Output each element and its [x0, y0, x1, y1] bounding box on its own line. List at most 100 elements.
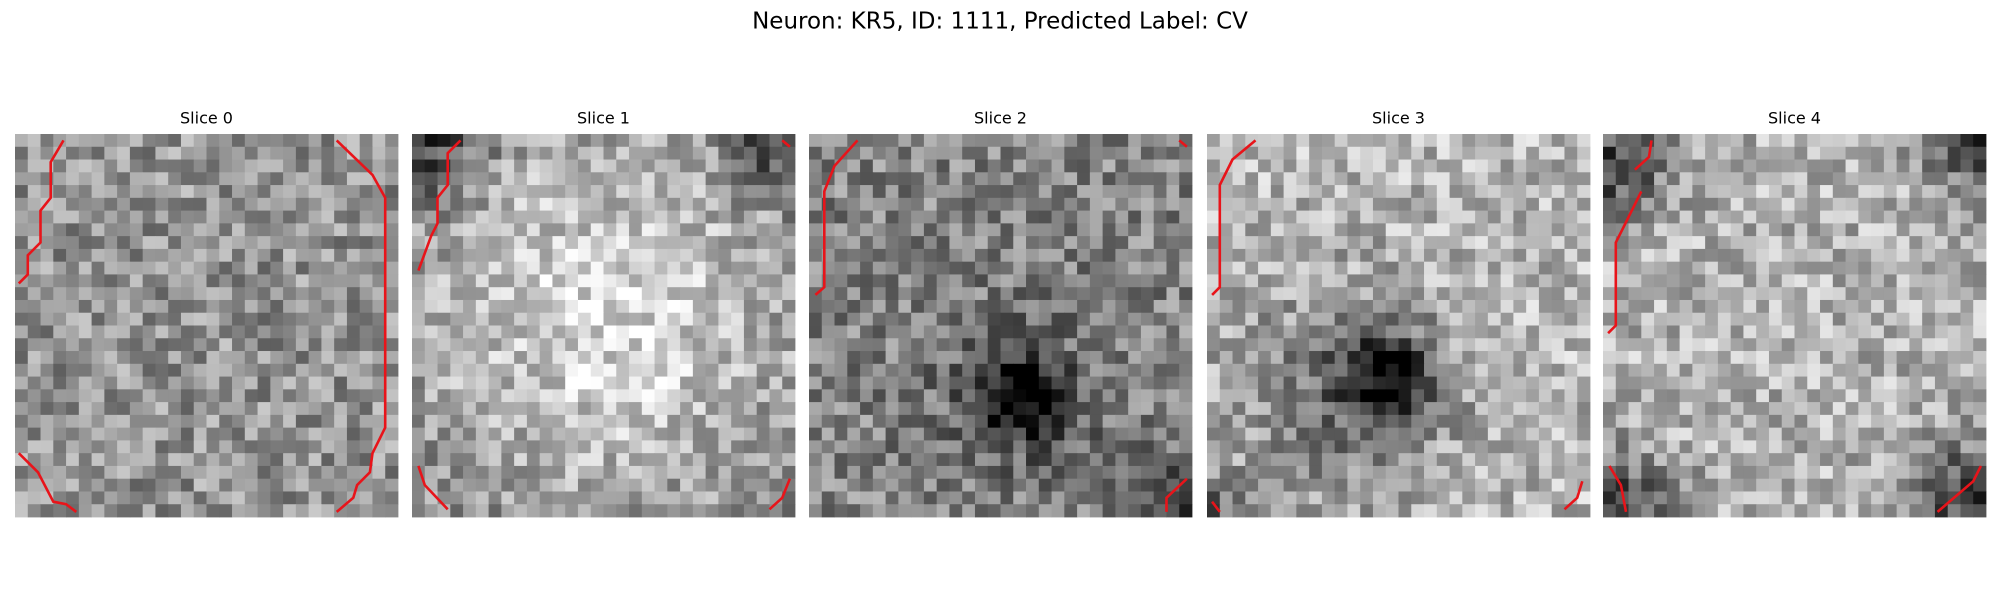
pixel — [232, 299, 246, 314]
pixel — [66, 491, 80, 505]
pixel — [1424, 261, 1438, 275]
pixel — [641, 351, 655, 365]
pixel — [1347, 478, 1361, 492]
pixel — [1500, 325, 1514, 339]
pixel — [809, 172, 823, 186]
pixel — [1424, 197, 1438, 211]
pixel — [590, 274, 604, 288]
pixel — [539, 491, 553, 505]
pixel — [1245, 376, 1259, 390]
pixel — [1794, 402, 1808, 416]
pixel — [1692, 427, 1706, 441]
pixel — [1909, 134, 1923, 148]
pixel — [1013, 414, 1027, 429]
pixel — [577, 261, 592, 275]
pixel — [1883, 376, 1898, 390]
pixel — [53, 159, 67, 173]
pixel — [1128, 325, 1142, 339]
pixel — [1347, 197, 1361, 211]
pixel — [219, 389, 233, 403]
pixel — [346, 274, 361, 288]
pixel — [308, 146, 322, 160]
pixel — [321, 453, 335, 467]
pixel — [552, 465, 566, 480]
pixel — [1000, 210, 1014, 224]
pixel — [1334, 248, 1348, 263]
pixel — [743, 236, 758, 250]
pixel — [180, 299, 195, 314]
pixel — [1232, 287, 1246, 301]
pixel — [590, 389, 604, 403]
pixel — [1947, 504, 1961, 518]
pixel — [1077, 312, 1091, 326]
pixel — [1858, 453, 1872, 467]
pixel — [885, 159, 899, 173]
pixel — [66, 172, 80, 186]
pixel — [1564, 478, 1578, 492]
pixel — [590, 223, 604, 237]
pixel — [1717, 440, 1732, 454]
pixel — [1462, 402, 1476, 416]
pixel — [321, 197, 335, 211]
pixel — [450, 325, 464, 339]
pixel — [1794, 491, 1808, 505]
pixel — [1385, 146, 1399, 160]
pixel — [1347, 287, 1361, 301]
pixel — [974, 299, 989, 314]
pixel — [1603, 363, 1617, 377]
pixel — [1283, 351, 1297, 365]
pixel — [1013, 325, 1027, 339]
pixel — [526, 210, 541, 224]
pixel — [1475, 210, 1489, 224]
pixel — [1309, 134, 1323, 148]
pixel — [680, 351, 694, 365]
pixel — [424, 338, 438, 352]
pixel — [1026, 325, 1040, 339]
pixel — [616, 491, 630, 505]
pixel — [53, 210, 67, 224]
pixel — [1026, 299, 1040, 314]
pixel — [334, 453, 348, 467]
pixel — [974, 197, 989, 211]
pixel — [1258, 172, 1272, 186]
pixel — [1372, 402, 1387, 416]
pixel — [475, 440, 489, 454]
pixel — [1077, 287, 1091, 301]
pixel — [872, 325, 886, 339]
pixel — [1896, 478, 1910, 492]
pixel — [1179, 325, 1193, 339]
pixel — [321, 274, 335, 288]
pixel — [1000, 312, 1014, 326]
pixel — [1038, 478, 1052, 492]
pixel — [1615, 146, 1629, 160]
pixel — [1258, 274, 1272, 288]
pixel — [78, 338, 92, 352]
pixel — [872, 236, 886, 250]
pixel — [1564, 223, 1578, 237]
pixel — [1089, 402, 1104, 416]
pixel — [334, 351, 348, 365]
pixel — [987, 248, 1001, 263]
pixel — [1603, 389, 1617, 403]
pixel — [1102, 159, 1116, 173]
pixel — [898, 440, 912, 454]
pixel — [1934, 402, 1949, 416]
pixel — [1077, 402, 1091, 416]
pixel — [1564, 312, 1578, 326]
pixel — [1385, 159, 1399, 173]
pixel — [1038, 338, 1052, 352]
pixel — [1743, 338, 1757, 352]
pixel — [1781, 299, 1795, 314]
pixel — [168, 504, 182, 518]
pixel — [1934, 376, 1949, 390]
pixel — [1934, 236, 1949, 250]
pixel — [616, 351, 630, 365]
pixel — [1922, 261, 1936, 275]
pixel — [1064, 453, 1078, 467]
pixel — [782, 440, 796, 454]
pixel — [1115, 134, 1129, 148]
pixel — [692, 274, 707, 288]
pixel — [1679, 351, 1693, 365]
pixel — [885, 197, 899, 211]
pixel — [1628, 389, 1642, 403]
